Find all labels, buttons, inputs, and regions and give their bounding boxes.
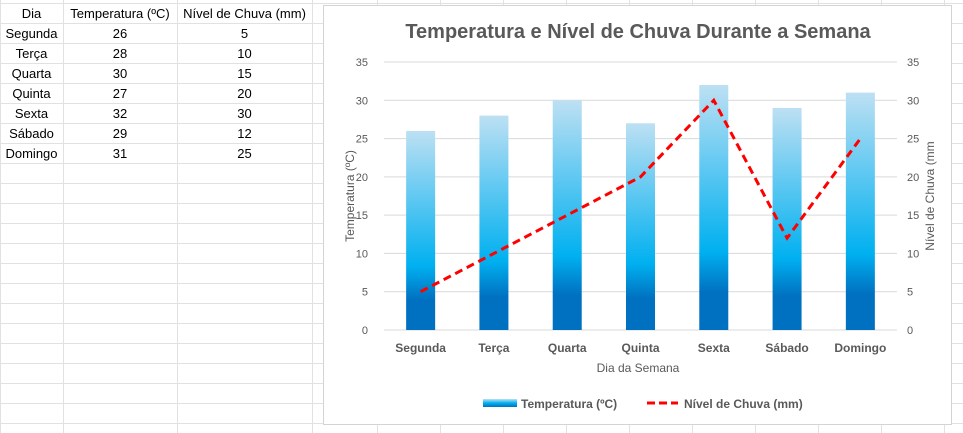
y2-tick-label: 15 bbox=[907, 210, 919, 222]
y-tick-label: 15 bbox=[356, 210, 368, 222]
table-cell[interactable]: Sábado bbox=[9, 126, 54, 141]
y2-tick-label: 30 bbox=[907, 95, 919, 107]
y-tick-label: 20 bbox=[356, 172, 368, 184]
table-cell[interactable]: 25 bbox=[237, 146, 252, 161]
header-cell[interactable]: Dia bbox=[21, 6, 42, 21]
x-tick-label: Quinta bbox=[622, 341, 660, 355]
table-cell[interactable]: 27 bbox=[112, 86, 128, 101]
x-tick-label: Sexta bbox=[698, 341, 730, 355]
bar-temperature[interactable] bbox=[626, 123, 655, 330]
bar-temperature[interactable] bbox=[479, 115, 509, 330]
table-cell[interactable]: Sexta bbox=[14, 106, 49, 121]
x-tick-label: Domingo bbox=[834, 341, 886, 355]
x-tick-label: Quarta bbox=[548, 341, 587, 355]
legend-swatch-temperature bbox=[483, 399, 517, 407]
header-cell[interactable]: Temperatura (ºC) bbox=[70, 6, 170, 21]
y-tick-label: 35 bbox=[356, 57, 368, 69]
table-cell[interactable]: 20 bbox=[237, 86, 252, 101]
y2-tick-label: 20 bbox=[907, 172, 919, 184]
y-tick-label: 25 bbox=[356, 134, 368, 146]
table-cell[interactable]: 15 bbox=[237, 66, 252, 81]
x-axis-title: Dia da Semana bbox=[597, 361, 680, 375]
x-tick-label: Sábado bbox=[765, 341, 808, 355]
table-cell[interactable]: Segunda bbox=[5, 26, 58, 41]
y2-tick-label: 0 bbox=[907, 325, 913, 337]
chart[interactable]: Temperatura e Nível de Chuva Durante a S… bbox=[323, 5, 952, 425]
table-cell[interactable]: 12 bbox=[237, 126, 252, 141]
y2-tick-label: 10 bbox=[907, 248, 919, 260]
table-cell[interactable]: 26 bbox=[112, 26, 128, 41]
table-cell[interactable]: Quinta bbox=[12, 86, 51, 101]
x-tick-label: Terça bbox=[478, 341, 509, 355]
table-cell[interactable]: 32 bbox=[112, 106, 128, 121]
y-tick-label: 0 bbox=[362, 325, 368, 337]
y2-tick-label: 5 bbox=[907, 287, 913, 299]
table-cell[interactable]: Domingo bbox=[5, 146, 58, 161]
table-cell[interactable]: Quarta bbox=[11, 66, 52, 81]
bar-temperature[interactable] bbox=[406, 130, 436, 330]
y-tick-label: 10 bbox=[356, 248, 368, 260]
y-tick-label: 5 bbox=[362, 287, 368, 299]
table-cell[interactable]: 30 bbox=[237, 106, 252, 121]
y2-tick-label: 35 bbox=[907, 57, 919, 69]
legend-label-rain: Nível de Chuva (mm) bbox=[684, 397, 803, 411]
y-tick-label: 30 bbox=[356, 95, 368, 107]
header-cell[interactable]: Nível de Chuva (mm) bbox=[183, 6, 306, 21]
y-axis-title: Temperatura (ºC) bbox=[343, 150, 357, 242]
chart-svg: Temperatura e Nível de Chuva Durante a S… bbox=[343, 21, 937, 411]
table-cell[interactable]: 10 bbox=[237, 46, 252, 61]
legend-label-temperature: Temperatura (ºC) bbox=[521, 397, 617, 411]
x-tick-label: Segunda bbox=[395, 341, 446, 355]
table-cell[interactable]: 28 bbox=[112, 46, 128, 61]
chart-title: Temperatura e Nível de Chuva Durante a S… bbox=[405, 21, 871, 43]
legend: Temperatura (ºC) Nível de Chuva (mm) bbox=[483, 397, 803, 411]
table-cell[interactable]: 5 bbox=[240, 26, 249, 41]
table-cell[interactable]: 30 bbox=[112, 66, 128, 81]
y2-tick-label: 25 bbox=[907, 134, 919, 146]
y2-axis-title: Nível de Chuva (mm bbox=[923, 141, 937, 250]
table-cell[interactable]: Terça bbox=[15, 46, 48, 61]
table-cell[interactable]: 31 bbox=[112, 146, 128, 161]
table-cell[interactable]: 29 bbox=[112, 126, 128, 141]
bar-temperature[interactable] bbox=[699, 84, 729, 330]
bar-temperature[interactable] bbox=[845, 92, 875, 330]
